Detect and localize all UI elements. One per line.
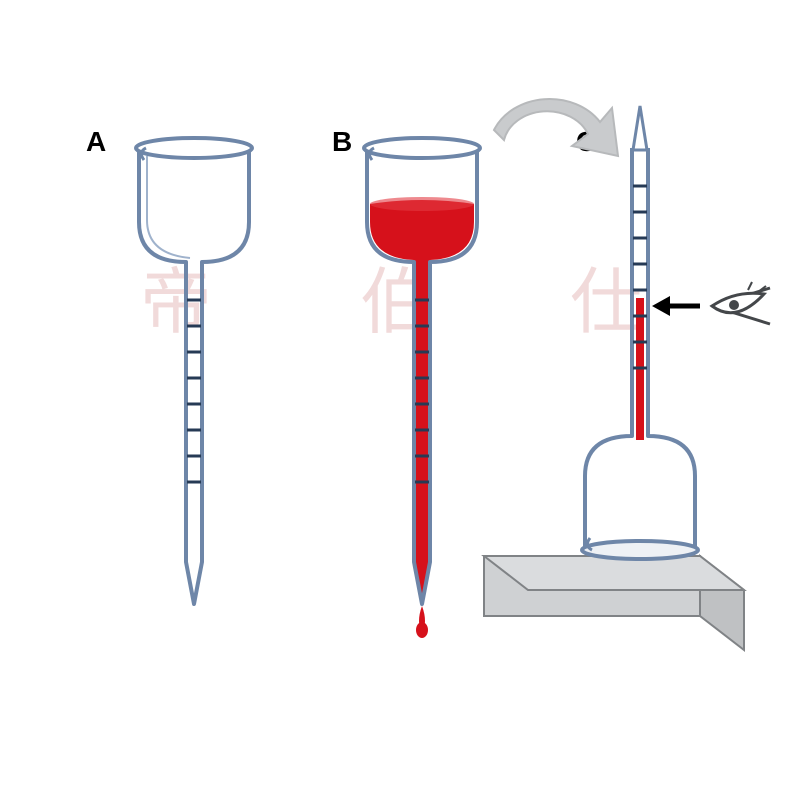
- panel-b: [364, 138, 480, 638]
- support-block: [484, 556, 744, 650]
- diagram-svg: [0, 0, 800, 800]
- eye-icon: [712, 282, 770, 324]
- panel-c: [484, 106, 770, 650]
- flip-arrow-icon: [494, 99, 618, 156]
- liquid-fill-b: [370, 200, 474, 600]
- eye-level-arrow-icon: [652, 296, 700, 316]
- panel-a: [136, 138, 252, 604]
- diagram-canvas: A B C 帝 伯 仕: [0, 0, 800, 800]
